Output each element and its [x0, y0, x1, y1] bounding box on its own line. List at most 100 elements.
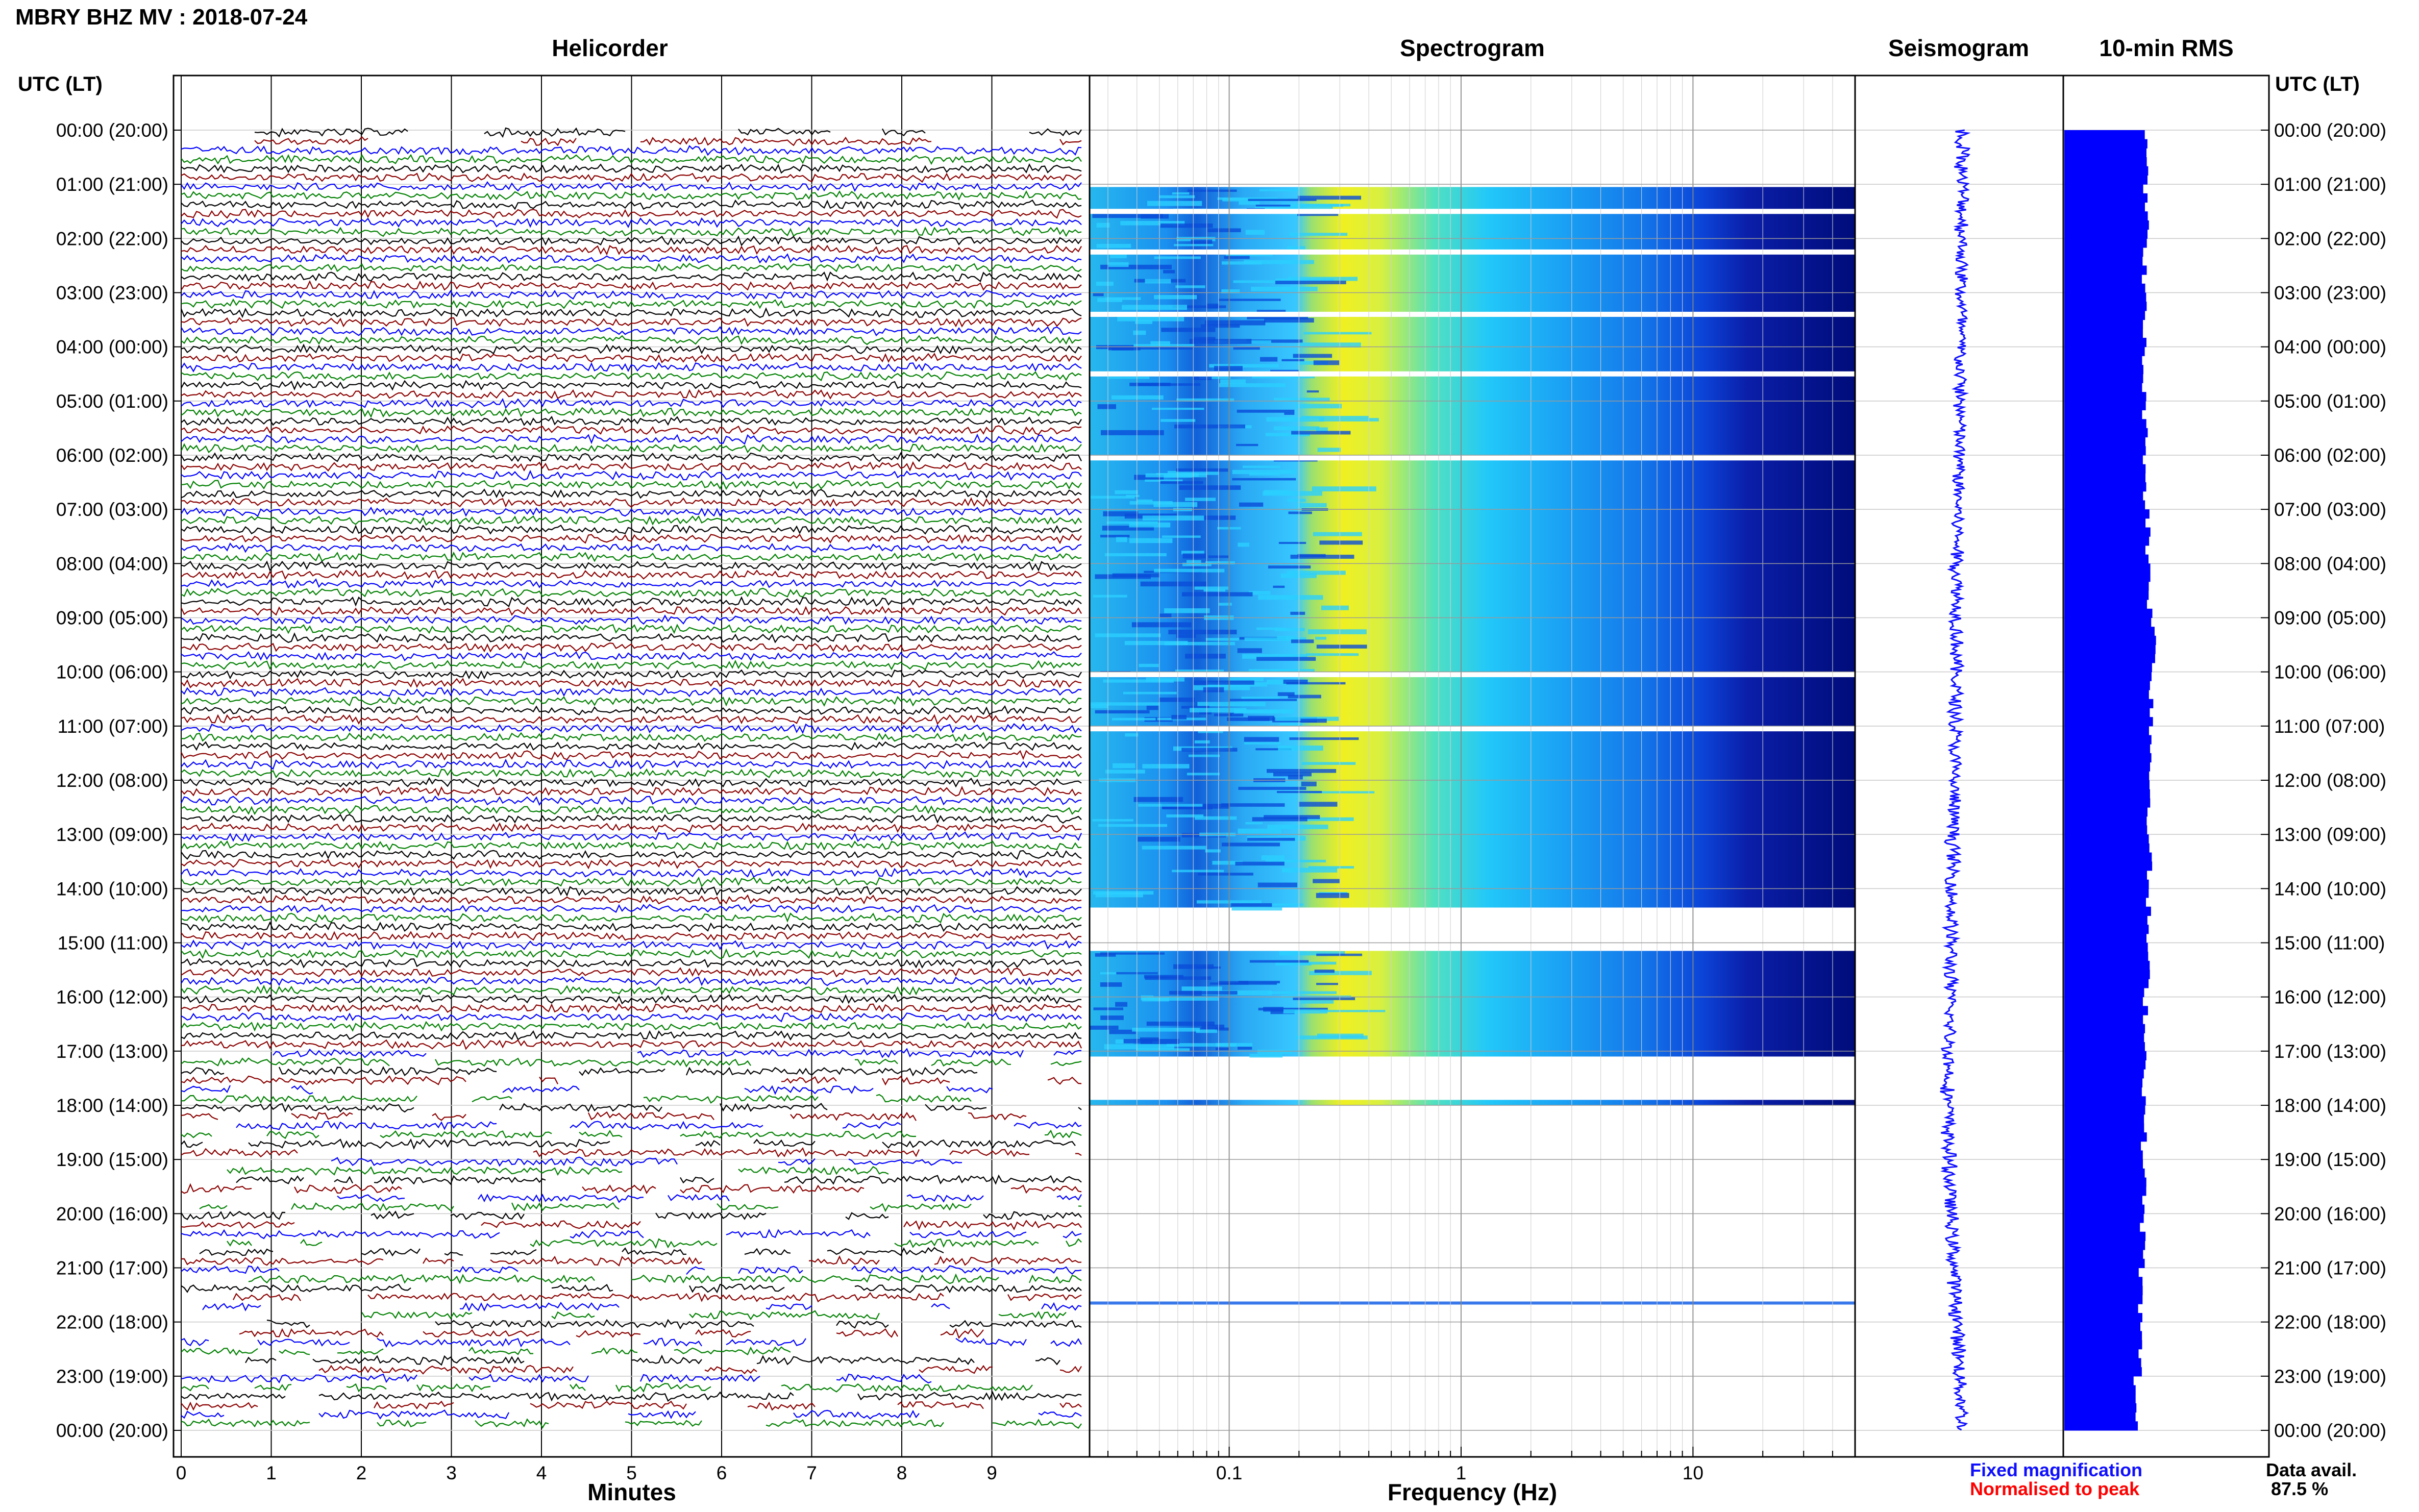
spectrogram-stripe — [1233, 346, 1260, 350]
rms-bar — [2064, 1277, 2143, 1286]
spectrogram-stripe — [1283, 1009, 1328, 1014]
time-tick-label-right: 00:00 (20:00) — [2274, 1420, 2386, 1441]
spectrogram-band — [1090, 1100, 1855, 1105]
spectrogram-stripe — [1243, 465, 1280, 468]
rms-bar — [2064, 960, 2150, 971]
time-ticks-right: 00:00 (20:00) 01:00 (21:00) 02:00 (22:00) 0… — [2261, 120, 2386, 1441]
helicorder-trace-row — [181, 289, 1082, 300]
rms-bar — [2064, 446, 2146, 456]
time-tick-label-right: 02:00 (22:00) — [2274, 228, 2386, 249]
spectrogram-x-tick-label: 1 — [1456, 1463, 1467, 1483]
spectrogram-stripe — [1131, 622, 1192, 628]
spectrogram-stripe — [1290, 611, 1305, 615]
rms-bar — [2064, 148, 2146, 158]
helicorder-trace-row — [181, 244, 1082, 256]
rms-bar — [2064, 410, 2142, 419]
rms-bar — [2064, 1394, 2136, 1404]
spectrogram-stripe — [1221, 261, 1262, 265]
rms-bar — [2064, 256, 2143, 266]
spectrogram-stripe — [1186, 560, 1201, 565]
rms-bar — [2064, 455, 2143, 465]
helicorder-trace-row — [181, 614, 1082, 625]
spectrogram-stripe — [1215, 1047, 1229, 1051]
spectrogram-stripe — [1219, 383, 1286, 387]
rms-bar — [2064, 139, 2148, 148]
legend-fixed: Fixed magnification — [1970, 1459, 2142, 1480]
spectrogram-stripe — [1217, 197, 1278, 200]
time-tick-label-left: 00:00 (20:00) — [56, 120, 168, 141]
spectrogram-stripe — [1274, 398, 1330, 402]
time-tick-label-left: 21:00 (17:00) — [56, 1258, 168, 1279]
rms-bar — [2064, 1268, 2139, 1277]
helicorder-trace-row — [181, 1391, 1082, 1402]
spectrogram-stripe — [1095, 892, 1143, 898]
helicorder-trace-row — [181, 1373, 932, 1384]
spectrogram-stripe — [1174, 424, 1246, 429]
spectrogram-stripe — [1258, 1007, 1328, 1011]
spectrogram-stripe — [1288, 775, 1303, 780]
spectrogram-stripe — [1093, 594, 1127, 598]
spectrogram-stripe — [1197, 702, 1266, 707]
spectrogram-stripe — [1147, 201, 1202, 206]
rms-bar — [2064, 997, 2143, 1006]
helicorder-trace-row — [181, 1346, 791, 1356]
helicorder-trace-row — [181, 912, 1082, 924]
helicorder-trace-row — [181, 1103, 1082, 1113]
rms-bar — [2064, 898, 2146, 907]
spectrogram-stripe — [1104, 553, 1167, 557]
spectrogram-heatmap — [1090, 187, 1855, 1305]
time-tick-label-right: 00:00 (20:00) — [2274, 120, 2386, 141]
rms-bar — [2064, 672, 2152, 681]
spectrogram-stripe — [1189, 708, 1247, 713]
spectrogram-stripe — [1100, 535, 1130, 538]
rms-bar — [2064, 744, 2151, 754]
rms-bar — [2064, 726, 2149, 736]
spectrogram-stripe — [1244, 742, 1281, 745]
helicorder-trace-row — [181, 226, 1082, 237]
helicorder-trace-row — [181, 181, 1082, 192]
rms-bar — [2064, 681, 2150, 690]
spectrogram-stripe — [1303, 332, 1372, 335]
rms-title: 10-min RMS — [2099, 35, 2233, 61]
time-tick-label-left: 02:00 (22:00) — [56, 228, 168, 249]
time-tick-label-right: 01:00 (21:00) — [2274, 174, 2386, 195]
helicorder-trace-row — [181, 415, 1082, 426]
time-tick-label-left: 13:00 (09:00) — [56, 824, 168, 845]
spectrogram-stripe — [1154, 568, 1225, 573]
helicorder-trace-row — [181, 353, 1082, 363]
helicorder-trace-row — [181, 1111, 1027, 1121]
spectrogram-stripe — [1190, 515, 1236, 520]
rms-bar — [2064, 1322, 2141, 1331]
spectrogram-stripe — [1120, 221, 1185, 226]
spectrogram-stripe — [1270, 1009, 1295, 1014]
spectrogram-stripe — [1136, 346, 1194, 350]
spectrogram-stripe — [1288, 277, 1358, 281]
spectrogram-stripe — [1244, 737, 1279, 742]
helicorder-trace-row — [361, 1310, 1067, 1321]
helicorder-trace-row — [181, 1094, 972, 1104]
time-tick-label-right: 13:00 (09:00) — [2274, 824, 2386, 845]
spectrogram-stripe — [1248, 591, 1271, 595]
spectrogram-stripe — [1256, 657, 1316, 661]
spectrogram-stripe — [1239, 201, 1260, 205]
helicorder-trace-row — [181, 280, 1082, 291]
spectrogram-stripe — [1278, 746, 1323, 751]
helicorder-trace-row — [181, 785, 1082, 797]
rms-bar — [2064, 843, 2150, 853]
spectrogram-stripe — [1263, 491, 1322, 496]
rms-bar — [2064, 563, 2151, 573]
spectrogram-stripe — [1249, 1053, 1283, 1058]
rms-bar — [2064, 1168, 2145, 1178]
helicorder-trace-row — [181, 741, 1082, 751]
helicorder-trace-row — [181, 371, 1082, 382]
spectrogram-stripe — [1238, 786, 1306, 790]
spectrogram-stripe — [1214, 713, 1232, 716]
rms-bar — [2064, 1186, 2146, 1196]
spectrogram-stripe — [1283, 679, 1308, 684]
spectrogram-stripe — [1161, 224, 1213, 228]
spectrogram-stripe — [1102, 526, 1154, 531]
spectrogram-stripe — [1204, 320, 1266, 326]
seismogram-grid — [1855, 130, 2063, 1431]
time-tick-label-left: 05:00 (01:00) — [56, 391, 168, 412]
helicorder-x-tick-label: 5 — [626, 1463, 637, 1483]
